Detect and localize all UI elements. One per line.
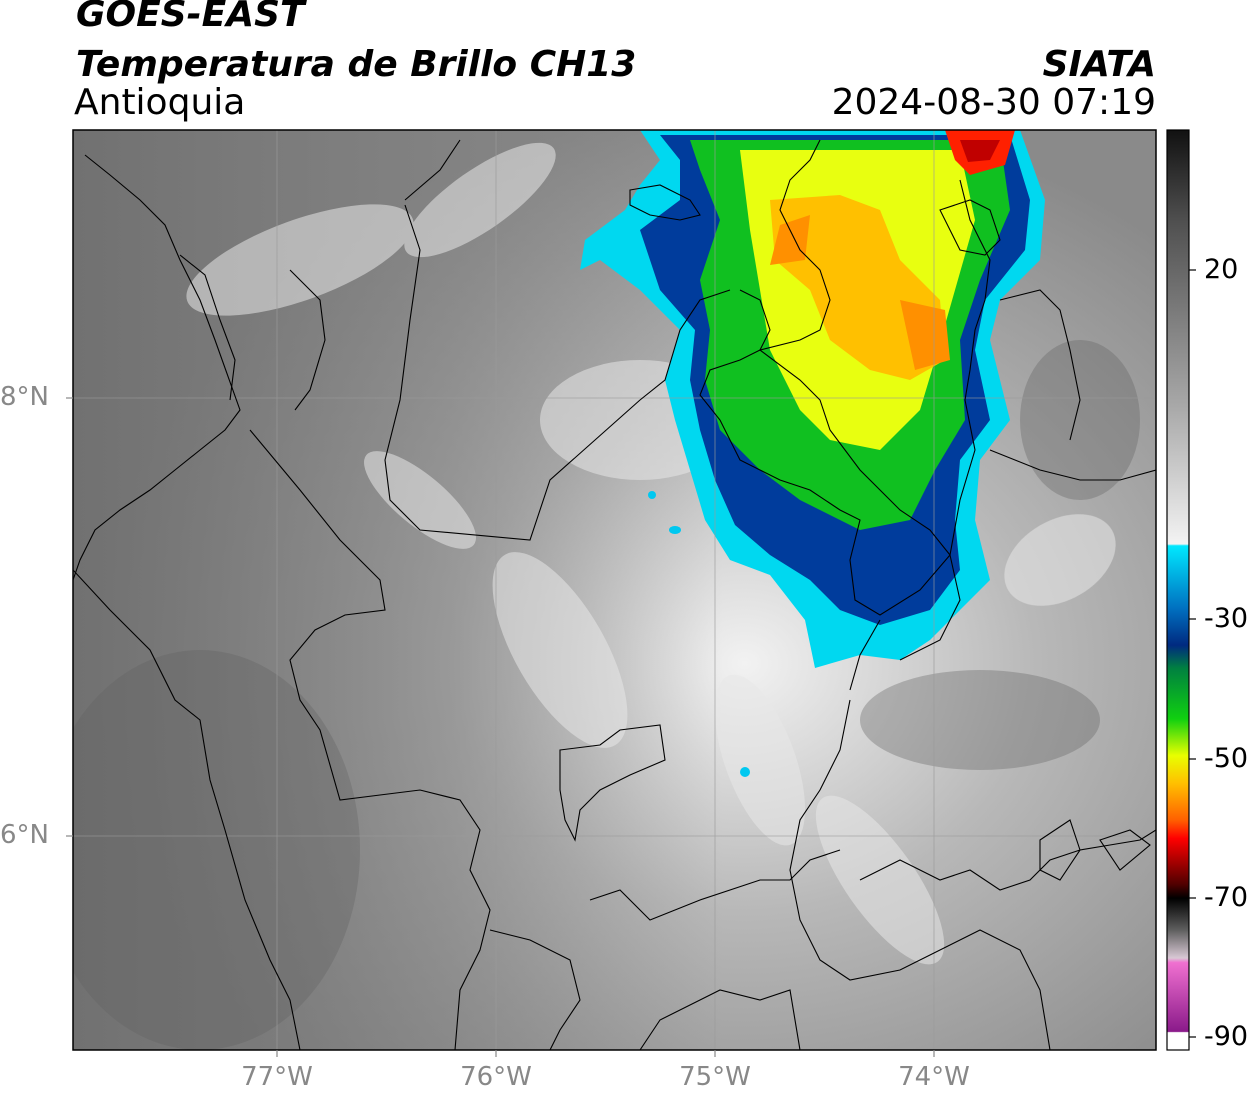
map-frame (72, 129, 1157, 1051)
colorbar (1166, 129, 1196, 1051)
colorbar-label-neg90: -90 (1204, 1021, 1249, 1052)
brand-label: SIATA (1042, 44, 1156, 85)
region-label: Antioquia (74, 82, 246, 123)
title-product: Temperatura de Brillo CH13 (76, 44, 637, 85)
title-satellite: GOES-EAST (76, 0, 305, 35)
lon-label-75w: 75°W (679, 1062, 751, 1092)
colorbar-label-neg70: -70 (1204, 882, 1249, 913)
axis-ticks (66, 397, 935, 1057)
lon-label-77w: 77°W (241, 1062, 313, 1092)
lon-label-76w: 76°W (460, 1062, 532, 1092)
datetime-label: 2024-08-30 07:19 (831, 82, 1156, 123)
satellite-image (73, 130, 1156, 1050)
colorbar-label-neg30: -30 (1204, 603, 1249, 634)
lat-label-6n: 6°N (0, 820, 49, 850)
colorbar-label-neg50: -50 (1204, 743, 1249, 774)
lat-label-8n: 8°N (0, 382, 49, 412)
boundaries (73, 139, 1156, 1050)
lon-label-74w: 74°W (898, 1062, 970, 1092)
colorbar-label-20: 20 (1204, 254, 1239, 285)
graticule (73, 130, 1156, 1050)
